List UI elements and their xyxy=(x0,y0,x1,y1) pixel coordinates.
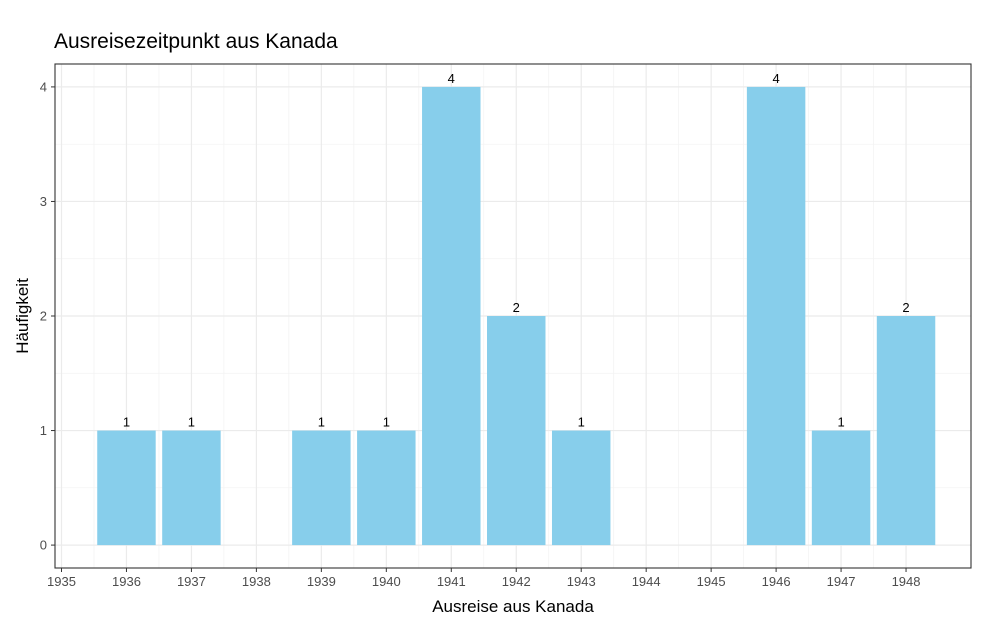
x-tick-label: 1937 xyxy=(177,574,206,589)
x-tick-label: 1936 xyxy=(112,574,141,589)
bar xyxy=(487,316,546,546)
x-tick-label: 1939 xyxy=(307,574,336,589)
bar xyxy=(292,430,351,546)
bar xyxy=(162,430,221,546)
x-tick-label: 1935 xyxy=(47,574,76,589)
y-tick-label: 1 xyxy=(40,423,47,438)
chart-title: Ausreisezeitpunkt aus Kanada xyxy=(54,30,338,53)
bar xyxy=(811,430,871,546)
bar-value-label: 1 xyxy=(318,415,325,430)
y-axis-ticks: 0 1 2 3 4 xyxy=(40,79,55,553)
bar-value-label: 2 xyxy=(513,300,520,315)
x-tick-label: 1947 xyxy=(827,574,856,589)
x-tick-label: 1946 xyxy=(762,574,791,589)
x-tick-label: 1938 xyxy=(242,574,271,589)
y-tick-label: 2 xyxy=(40,309,47,324)
bar-value-label: 2 xyxy=(902,300,909,315)
bar xyxy=(876,316,936,546)
x-axis-title: Ausreise aus Kanada xyxy=(432,597,594,616)
x-tick-label: 1942 xyxy=(502,574,531,589)
bar xyxy=(357,430,416,546)
x-tick-label: 1945 xyxy=(697,574,726,589)
y-tick-label: 4 xyxy=(40,79,47,94)
bar-value-label: 1 xyxy=(578,415,585,430)
bar xyxy=(97,430,156,546)
bar-value-label: 1 xyxy=(383,415,390,430)
bar-value-label: 4 xyxy=(448,71,455,86)
x-tick-label: 1940 xyxy=(372,574,401,589)
bar-value-label: 4 xyxy=(772,71,779,86)
bar xyxy=(422,86,481,546)
x-tick-label: 1943 xyxy=(567,574,596,589)
bar xyxy=(551,430,611,546)
y-tick-label: 3 xyxy=(40,194,47,209)
y-tick-label: 0 xyxy=(40,538,47,553)
bar xyxy=(746,86,806,546)
data-labels: 1 1 1 1 4 2 1 4 1 2 xyxy=(123,71,910,430)
bars xyxy=(97,86,936,546)
bar-value-label: 1 xyxy=(837,415,844,430)
bar-value-label: 1 xyxy=(123,415,130,430)
x-tick-label: 1944 xyxy=(632,574,661,589)
x-axis-ticks: 1935 1936 1937 1938 1939 1940 1941 1942 1943 1944… xyxy=(47,568,920,589)
bar-value-label: 1 xyxy=(188,415,195,430)
x-tick-label: 1948 xyxy=(892,574,921,589)
y-axis-title: Häufigkeit xyxy=(13,278,32,354)
x-tick-label: 1941 xyxy=(437,574,466,589)
